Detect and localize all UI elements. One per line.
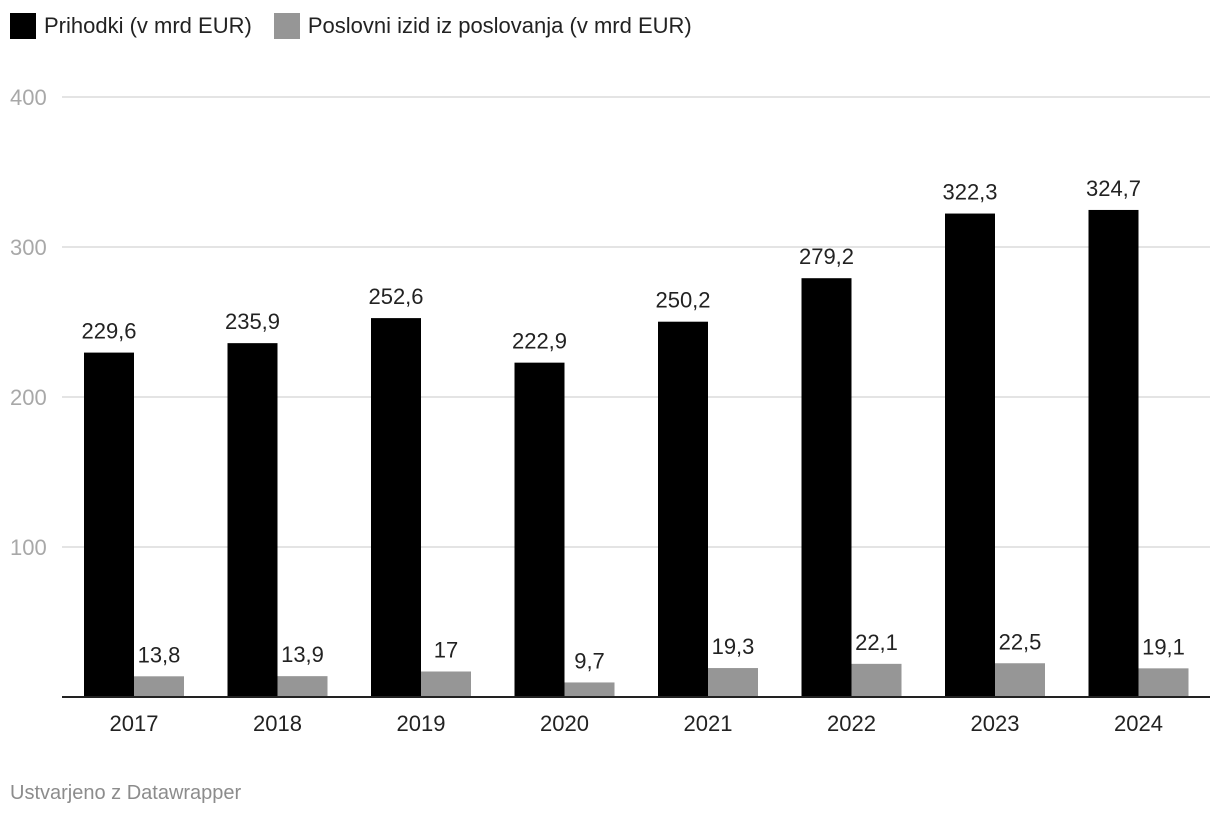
y-tick-label: 300 xyxy=(10,235,47,260)
y-tick-label: 400 xyxy=(10,85,47,110)
legend-item-prihodki: Prihodki (v mrd EUR) xyxy=(10,12,252,40)
y-tick-label: 100 xyxy=(10,535,47,560)
bar-prihodki xyxy=(801,278,852,697)
legend-swatch-poslovni-izid xyxy=(273,13,300,39)
data-label-poslovni-izid: 22,5 xyxy=(999,629,1042,654)
bar-prihodki xyxy=(227,343,278,697)
data-labels: 229,6 13,8 235,9 13,9 252,6 17 222,9 9,7 250,2 19… xyxy=(81,176,1184,674)
data-label-poslovni-izid: 19,3 xyxy=(712,634,755,659)
x-tick-label: 2021 xyxy=(684,711,733,736)
bar-prihodki xyxy=(1088,209,1139,697)
bars xyxy=(84,209,1189,698)
gridlines: 100 200 300 400 xyxy=(10,85,1210,560)
bar-prihodki xyxy=(945,213,995,698)
x-tick-label: 2019 xyxy=(397,711,446,736)
x-tick-label: 2024 xyxy=(1114,711,1163,736)
bar-poslovni-izid xyxy=(1138,668,1189,697)
bar-poslovni-izid xyxy=(708,668,758,697)
bar-prihodki xyxy=(514,362,565,697)
legend-label-poslovni-izid: Poslovni izid iz poslovanja (v mrd EUR) xyxy=(307,13,692,38)
bar-prihodki xyxy=(84,352,134,697)
legend-swatch-prihodki xyxy=(10,13,36,39)
x-tick-label: 2017 xyxy=(110,711,159,736)
footer-credit: Ustvarjeno z Datawrapper xyxy=(10,782,242,804)
data-label-poslovni-izid: 13,8 xyxy=(138,642,181,667)
data-label-prihodki: 322,3 xyxy=(942,180,997,205)
data-label-poslovni-izid: 13,9 xyxy=(281,642,324,667)
x-tick-label: 2023 xyxy=(971,711,1020,736)
bar-prihodki xyxy=(658,321,708,697)
x-tick-label: 2022 xyxy=(827,711,876,736)
data-label-prihodki: 250,2 xyxy=(655,288,710,313)
data-label-poslovni-izid: 9,7 xyxy=(574,648,605,673)
y-tick-label: 200 xyxy=(10,385,47,410)
axes: 2017 2018 2019 2020 2021 2022 2023 2024 xyxy=(62,696,1210,736)
data-label-prihodki: 229,6 xyxy=(81,319,136,344)
data-label-poslovni-izid: 19,1 xyxy=(1142,634,1185,659)
data-label-poslovni-izid: 22,1 xyxy=(855,630,898,655)
legend: Prihodki (v mrd EUR) Poslovni izid iz po… xyxy=(10,12,692,40)
bar-poslovni-izid xyxy=(995,663,1045,697)
bar-prihodki xyxy=(371,318,421,697)
bar-poslovni-izid xyxy=(277,676,328,697)
data-label-prihodki: 324,7 xyxy=(1086,176,1141,201)
legend-item-poslovni-izid: Poslovni izid iz poslovanja (v mrd EUR) xyxy=(273,12,692,40)
x-tick-label: 2018 xyxy=(253,711,302,736)
legend-label-prihodki: Prihodki (v mrd EUR) xyxy=(44,13,252,38)
x-tick-label: 2020 xyxy=(540,711,589,736)
data-label-prihodki: 235,9 xyxy=(225,309,280,334)
bar-poslovni-izid xyxy=(134,676,184,697)
data-label-prihodki: 252,6 xyxy=(368,284,423,309)
data-label-poslovni-izid: 17 xyxy=(434,638,458,663)
data-label-prihodki: 222,9 xyxy=(512,329,567,354)
data-label-prihodki: 279,2 xyxy=(799,244,854,269)
bar-poslovni-izid xyxy=(851,663,902,697)
bar-poslovni-izid xyxy=(421,671,471,697)
bar-poslovni-izid xyxy=(564,682,615,697)
